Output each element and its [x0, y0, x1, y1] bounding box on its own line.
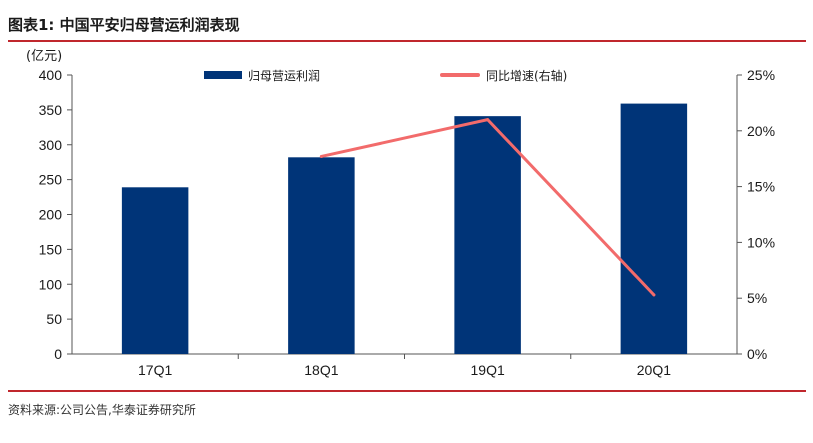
- y2-tick-label: 20%: [747, 123, 775, 139]
- right-y-axis: 0% 5% 10% 15% 20% 25%: [737, 67, 775, 362]
- y-tick-label: 50: [46, 311, 62, 327]
- legend-label-bar: 归母营运利润: [248, 69, 320, 83]
- bottom-rule: [8, 390, 806, 392]
- y2-tick-label: 0%: [747, 346, 767, 362]
- bar: [121, 187, 189, 354]
- x-tick-label: 19Q1: [471, 362, 505, 378]
- bar: [454, 116, 521, 354]
- chart: (亿元) 0 50 100 150 200 250 300 350 400 0% 5% 10% 15%…: [26, 49, 775, 378]
- legend-label-line: 同比增速(右轴): [486, 68, 567, 83]
- y-tick-label: 200: [39, 207, 63, 223]
- x-axis-labels: 17Q1 18Q1 19Q1 20Q1: [138, 354, 671, 378]
- line-point: [486, 118, 490, 122]
- line-point: [652, 293, 656, 297]
- y-axis-unit-label: (亿元): [26, 49, 62, 64]
- y-tick-label: 0: [54, 346, 62, 362]
- y2-tick-label: 10%: [747, 234, 775, 250]
- y-tick-label: 250: [39, 172, 63, 188]
- line-series: [319, 118, 656, 297]
- y-tick-label: 300: [39, 137, 63, 153]
- legend: 归母营运利润 同比增速(右轴): [204, 68, 567, 83]
- y-tick-label: 150: [39, 241, 63, 257]
- top-rule: [8, 40, 806, 42]
- line-point: [319, 154, 323, 158]
- y2-tick-label: 5%: [747, 290, 767, 306]
- legend-swatch-line: [440, 73, 480, 77]
- y-tick-label: 400: [39, 67, 63, 83]
- x-tick-label: 17Q1: [138, 362, 172, 378]
- bar-series: [121, 103, 688, 354]
- left-y-axis: 0 50 100 150 200 250 300 350 400: [39, 67, 72, 362]
- source-note: 资料来源:公司公告,华泰证券研究所: [8, 403, 196, 417]
- bar: [620, 103, 688, 354]
- chart-title: 图表1: 中国平安归母营运利润表现: [8, 16, 240, 34]
- bar: [288, 157, 355, 354]
- y2-tick-label: 25%: [747, 67, 775, 83]
- y-tick-label: 100: [39, 276, 63, 292]
- legend-swatch-bar: [204, 71, 242, 79]
- x-tick-label: 20Q1: [637, 362, 671, 378]
- y-tick-label: 350: [39, 102, 63, 118]
- y2-tick-label: 15%: [747, 179, 775, 195]
- x-tick-label: 18Q1: [304, 362, 338, 378]
